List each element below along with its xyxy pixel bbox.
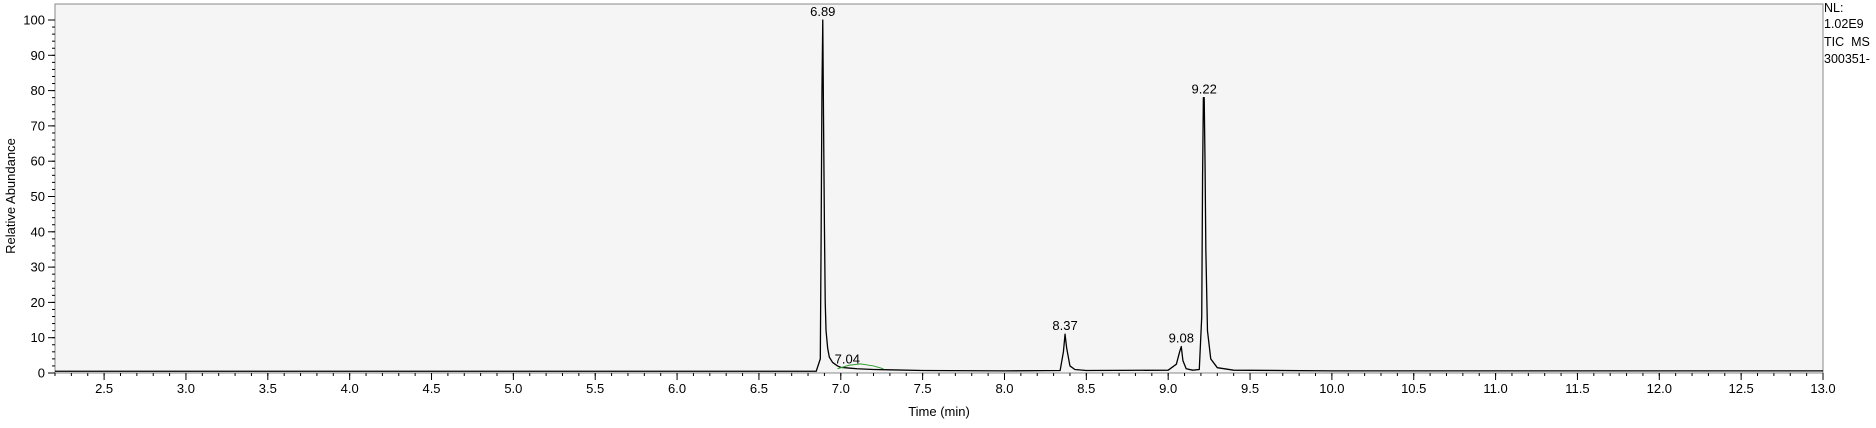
x-tick-label: 9.0 bbox=[1159, 381, 1177, 396]
y-tick-label: 0 bbox=[38, 366, 45, 381]
plot-area bbox=[54, 3, 1824, 374]
x-tick-label: 11.0 bbox=[1483, 381, 1507, 396]
x-tick-label: 4.0 bbox=[341, 381, 359, 396]
x-tick-label: 9.5 bbox=[1241, 381, 1259, 396]
sample-id: 300351- bbox=[1824, 52, 1870, 66]
x-tick-label: 5.0 bbox=[504, 381, 522, 396]
peak-label: 9.22 bbox=[1192, 82, 1217, 97]
x-tick-label: 6.5 bbox=[750, 381, 768, 396]
y-tick-label: 90 bbox=[31, 48, 45, 63]
x-tick-label: 12.5 bbox=[1728, 381, 1753, 396]
series-layer bbox=[55, 19, 1823, 372]
y-tick-label: 100 bbox=[23, 13, 45, 28]
y-axis-ticks: 0 10 20 30 40 50 60 70 80 90 100 bbox=[23, 13, 55, 381]
peak-labels: 6.89 7.04 8.37 9.08 9.22 bbox=[810, 4, 1217, 366]
x-tick-label: 10.5 bbox=[1401, 381, 1426, 396]
peak-label: 8.37 bbox=[1052, 318, 1077, 333]
y-tick-label: 70 bbox=[31, 118, 45, 133]
x-tick-label: 8.5 bbox=[1077, 381, 1095, 396]
peak-label: 9.08 bbox=[1169, 331, 1194, 346]
nl-label: NL: bbox=[1824, 1, 1843, 15]
y-axis-title: Relative Abundance bbox=[3, 138, 18, 254]
x-tick-label: 7.0 bbox=[832, 381, 850, 396]
normalization-info: NL: 1.02E9 TIC MS 300351- bbox=[1824, 1, 1870, 66]
y-tick-label: 20 bbox=[31, 295, 45, 310]
scan-filter: TIC MS bbox=[1824, 35, 1870, 49]
x-axis-title: Time (min) bbox=[908, 404, 970, 419]
y-tick-label: 60 bbox=[31, 154, 45, 169]
x-tick-label: 2.5 bbox=[95, 381, 113, 396]
x-tick-label: 12.0 bbox=[1647, 381, 1672, 396]
x-tick-label: 7.5 bbox=[914, 381, 932, 396]
peak-label: 6.89 bbox=[810, 4, 835, 19]
x-tick-label: 6.0 bbox=[668, 381, 686, 396]
y-tick-label: 10 bbox=[31, 330, 45, 345]
nl-value: 1.02E9 bbox=[1824, 17, 1864, 31]
x-tick-label: 5.5 bbox=[586, 381, 604, 396]
y-tick-label: 50 bbox=[31, 189, 45, 204]
tic-trace bbox=[55, 19, 1823, 372]
y-tick-label: 80 bbox=[31, 83, 45, 98]
y-tick-label: 30 bbox=[31, 260, 45, 275]
y-tick-label: 40 bbox=[31, 224, 45, 239]
x-tick-label: 4.5 bbox=[422, 381, 440, 396]
x-tick-label: 10.0 bbox=[1319, 381, 1344, 396]
x-axis-ticks: 2.5 3.0 3.5 4.0 4.5 5.0 5.5 6.0 6.5 7.0 7.5 8.0 8.5 9… bbox=[54, 373, 1836, 396]
x-tick-label: 3.0 bbox=[177, 381, 195, 396]
x-tick-label: 11.5 bbox=[1565, 381, 1589, 396]
x-tick-label: 13.0 bbox=[1810, 381, 1835, 396]
x-tick-label: 8.0 bbox=[995, 381, 1013, 396]
x-tick-label: 3.5 bbox=[259, 381, 277, 396]
minor-peak-curve bbox=[837, 363, 884, 370]
peak-label: 7.04 bbox=[835, 351, 860, 366]
